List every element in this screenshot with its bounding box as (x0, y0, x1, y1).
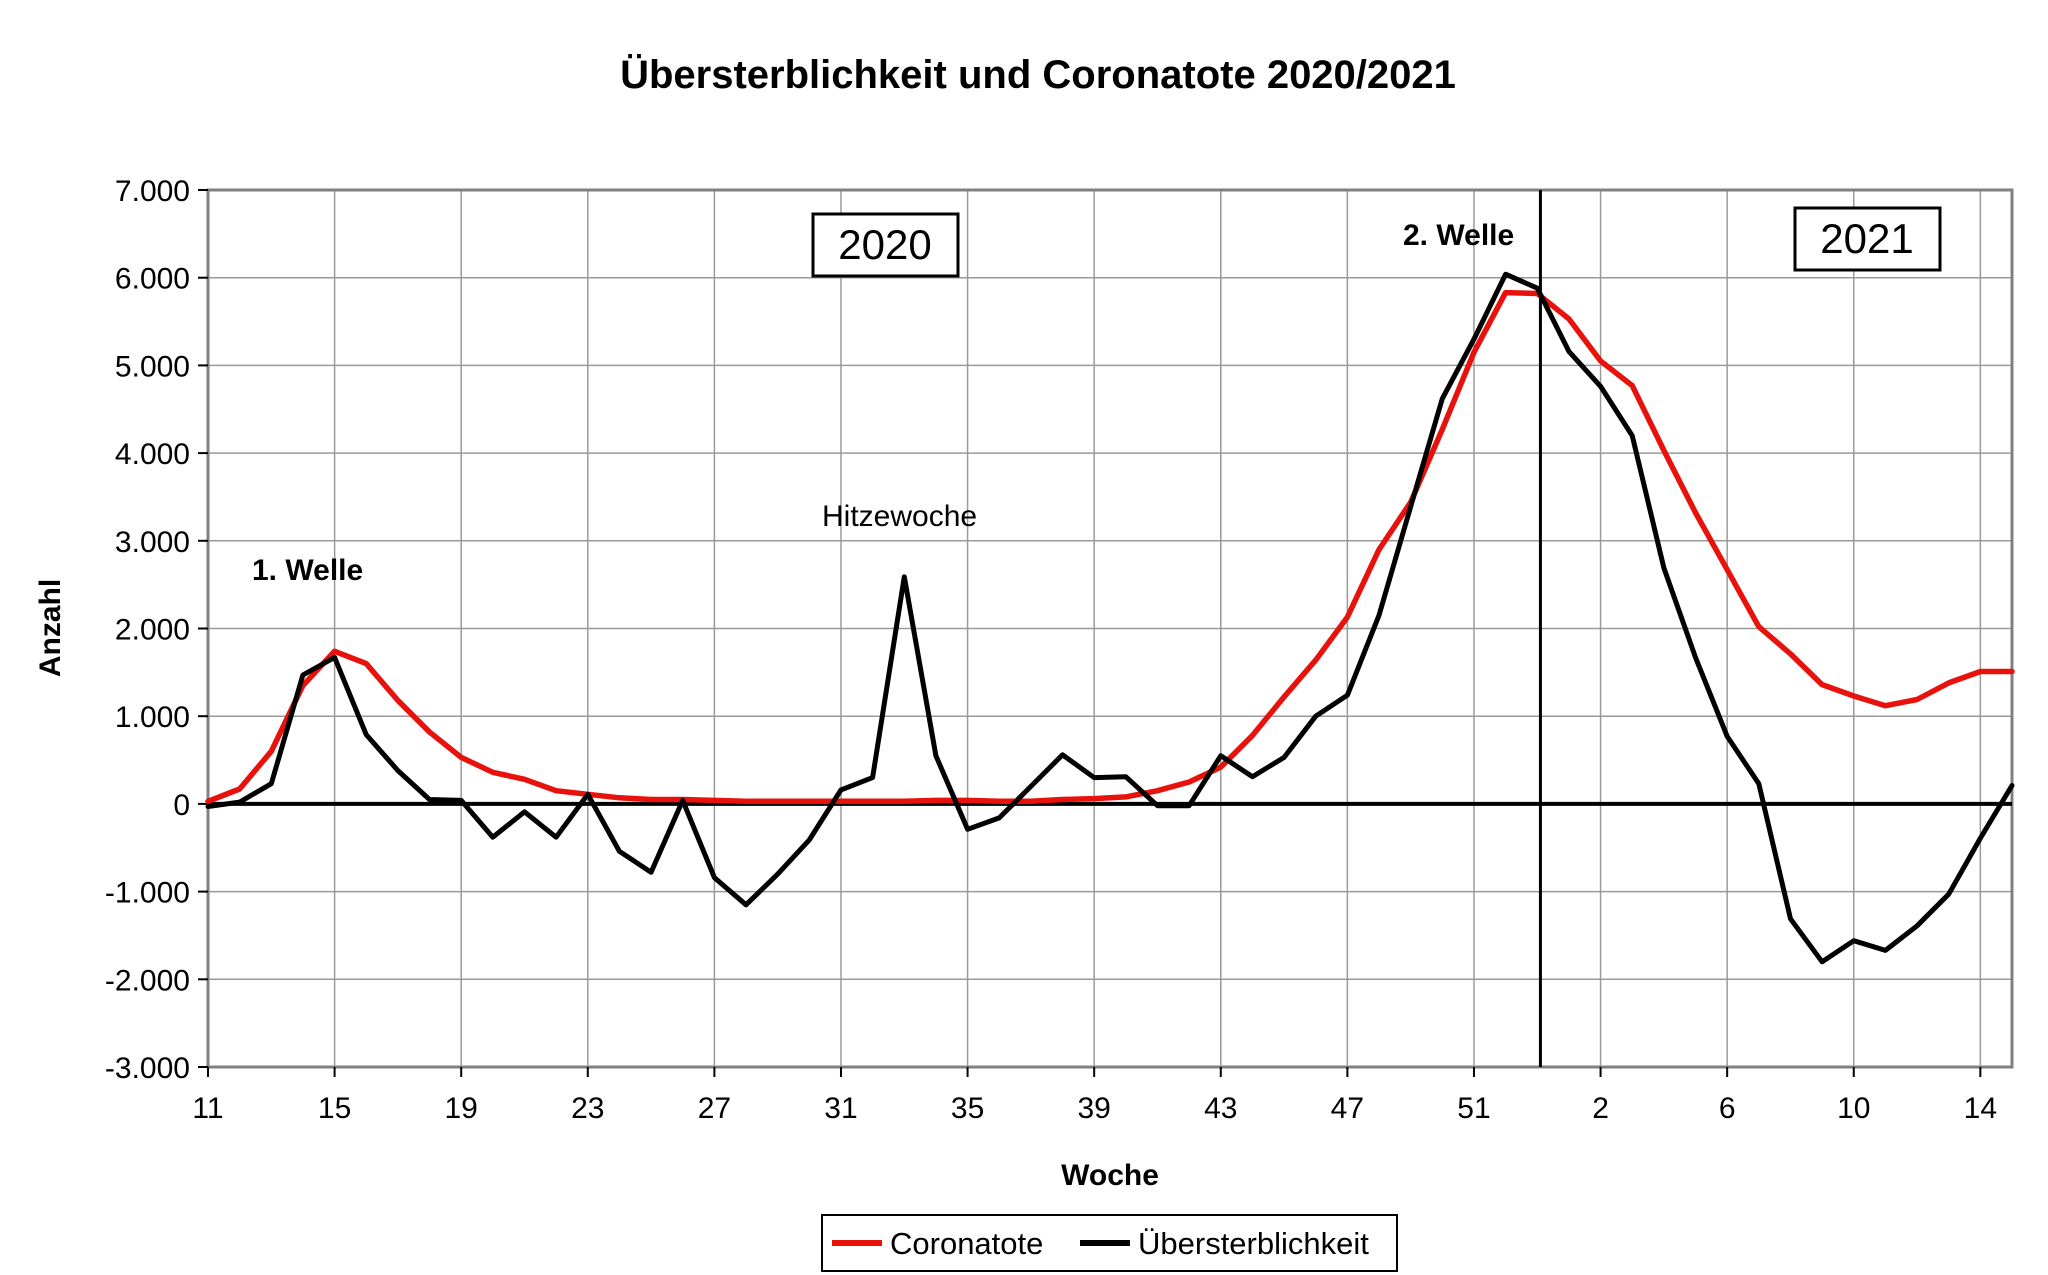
year-box-2021 (1793, 206, 1942, 272)
x-tick-label: 51 (1457, 1092, 1490, 1125)
year-label-2020: 2020 (811, 212, 960, 278)
x-tick-label: 43 (1204, 1092, 1237, 1125)
year-text-2020: 2020 (838, 221, 931, 268)
chart-title: Übersterblichkeit und Coronatote 2020/20… (620, 52, 1456, 97)
x-tick-label: 15 (318, 1092, 351, 1125)
y-axis-ticks: -3.000 -2.000 -1.000 0 1.000 2.000 3.000 4.000 5… (105, 175, 208, 1085)
x-tick-label: 35 (951, 1092, 984, 1125)
grid (207, 189, 2012, 1068)
y-tick-label: 7.000 (115, 175, 190, 208)
y-axis-title: Anzahl (34, 579, 67, 677)
y-tick-label: 2.000 (115, 614, 190, 647)
x-tick-label: 2 (1592, 1092, 1609, 1125)
x-axis-ticks: 11 15 19 23 27 31 35 39 43 47 51 2 6 10 14 (192, 1067, 1997, 1125)
x-tick-label: 31 (824, 1092, 857, 1125)
x-axis-title: Woche (1061, 1159, 1159, 1192)
x-tick-label: 47 (1331, 1092, 1364, 1125)
x-tick-label: 11 (192, 1092, 223, 1125)
y-tick-label: 1.000 (115, 701, 190, 734)
x-tick-label: 23 (571, 1092, 604, 1125)
year-box-2020 (811, 212, 960, 278)
annotation-second-wave: 2. Welle (1403, 219, 1514, 252)
annotation-heat-week: Hitzewoche (822, 500, 977, 533)
x-tick-label: 10 (1837, 1092, 1870, 1125)
y-tick-label: 6.000 (115, 263, 190, 296)
y-tick-label: 4.000 (115, 438, 190, 471)
x-tick-label: 14 (1964, 1092, 1997, 1125)
y-tick-label: 3.000 (115, 526, 190, 559)
legend: Coronatote Übersterblichkeit (821, 1214, 1398, 1272)
annotation-first-wave: 1. Welle (252, 554, 363, 587)
x-tick-label: 27 (698, 1092, 731, 1125)
year-text-2021: 2021 (1820, 215, 1913, 262)
x-tick-label: 39 (1077, 1092, 1110, 1125)
legend-label-coronatote: Coronatote (890, 1226, 1043, 1261)
y-tick-label: -3.000 (105, 1052, 190, 1085)
y-tick-label: 5.000 (115, 350, 190, 383)
y-tick-label: -2.000 (105, 964, 190, 997)
series-line-coronatote (205, 289, 2015, 805)
y-tick-label: 0 (173, 789, 190, 822)
x-tick-label: 19 (445, 1092, 478, 1125)
legend-label-uebersterblichkeit: Übersterblichkeit (1138, 1226, 1369, 1261)
year-label-2021: 2021 (1793, 206, 1942, 272)
series-lines (205, 271, 2015, 965)
x-tick-label: 6 (1719, 1092, 1736, 1125)
series-line-uebersterblichkeit (205, 271, 2015, 965)
y-tick-label: -1.000 (105, 877, 190, 910)
